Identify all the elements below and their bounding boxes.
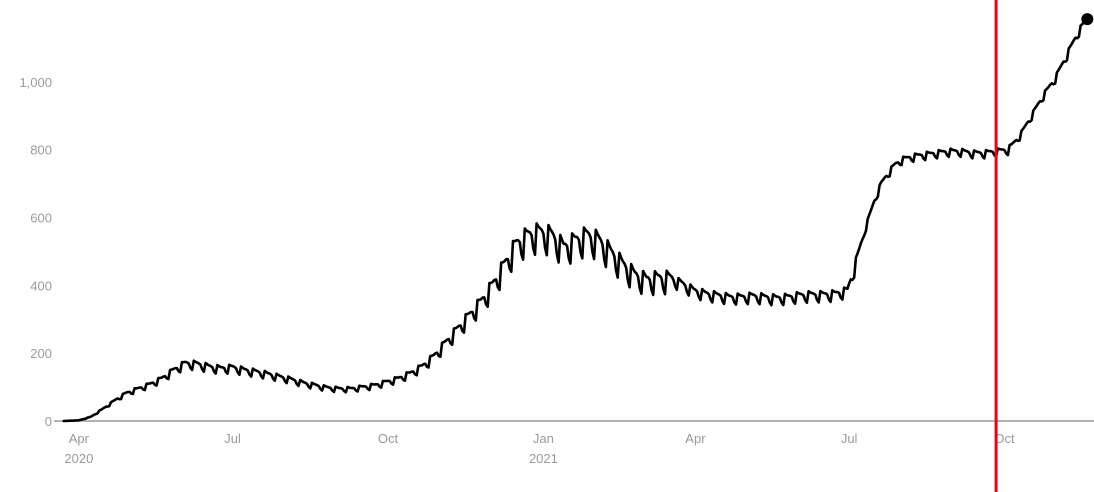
y-tick-label: 1,000: [19, 75, 52, 90]
y-tick-label: 600: [30, 211, 52, 226]
x-axis-ticks: Apr 2020 Jul Oct Jan 2021 Apr Jul Oct: [64, 431, 1015, 466]
x-tick-year-label: 2021: [529, 451, 558, 466]
x-tick-label: Apr: [685, 431, 706, 446]
x-tick-label: Jan: [533, 431, 554, 446]
end-point-marker: [1081, 13, 1094, 26]
x-tick-label: Jul: [224, 431, 241, 446]
x-tick-label: Oct: [994, 431, 1015, 446]
x-tick-label: Apr: [69, 431, 90, 446]
x-tick-year-label: 2020: [64, 451, 93, 466]
y-tick-label: 200: [30, 346, 52, 361]
y-axis-ticks: 0 200 400 600 800 1,000: [19, 75, 52, 429]
y-tick-label: 0: [45, 414, 52, 429]
x-tick-label: Jul: [841, 431, 858, 446]
y-tick-label: 800: [30, 143, 52, 158]
x-tick-label: Oct: [378, 431, 399, 446]
y-tick-label: 400: [30, 278, 52, 293]
series-line: [62, 17, 1089, 423]
